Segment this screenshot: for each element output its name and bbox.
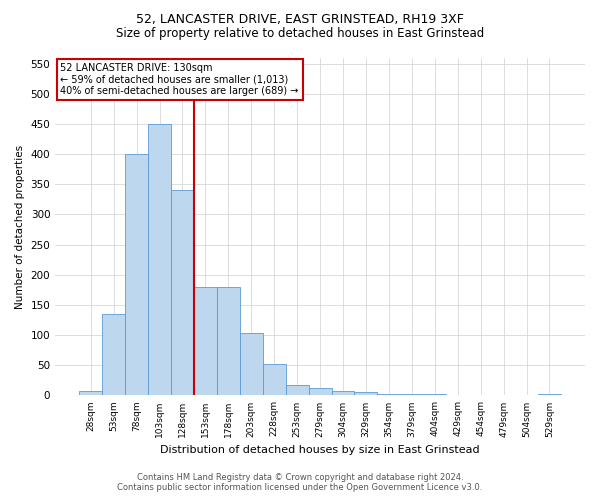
Bar <box>194 287 217 396</box>
Bar <box>148 124 171 396</box>
Bar <box>79 390 102 396</box>
Bar <box>217 287 240 396</box>
Text: Contains HM Land Registry data © Crown copyright and database right 2024.
Contai: Contains HM Land Registry data © Crown c… <box>118 473 482 492</box>
Bar <box>538 394 561 396</box>
Bar <box>377 394 400 396</box>
Bar <box>423 394 446 396</box>
Bar <box>400 394 423 396</box>
Text: 52 LANCASTER DRIVE: 130sqm
← 59% of detached houses are smaller (1,013)
40% of s: 52 LANCASTER DRIVE: 130sqm ← 59% of deta… <box>61 62 299 96</box>
Bar <box>355 392 377 396</box>
Bar <box>240 334 263 396</box>
X-axis label: Distribution of detached houses by size in East Grinstead: Distribution of detached houses by size … <box>160 445 480 455</box>
Y-axis label: Number of detached properties: Number of detached properties <box>15 144 25 308</box>
Text: Size of property relative to detached houses in East Grinstead: Size of property relative to detached ho… <box>116 28 484 40</box>
Bar <box>332 390 355 396</box>
Bar <box>263 364 286 396</box>
Bar <box>171 190 194 396</box>
Text: 52, LANCASTER DRIVE, EAST GRINSTEAD, RH19 3XF: 52, LANCASTER DRIVE, EAST GRINSTEAD, RH1… <box>136 12 464 26</box>
Bar <box>102 314 125 396</box>
Bar <box>286 385 308 396</box>
Bar <box>308 388 332 396</box>
Bar <box>125 154 148 396</box>
